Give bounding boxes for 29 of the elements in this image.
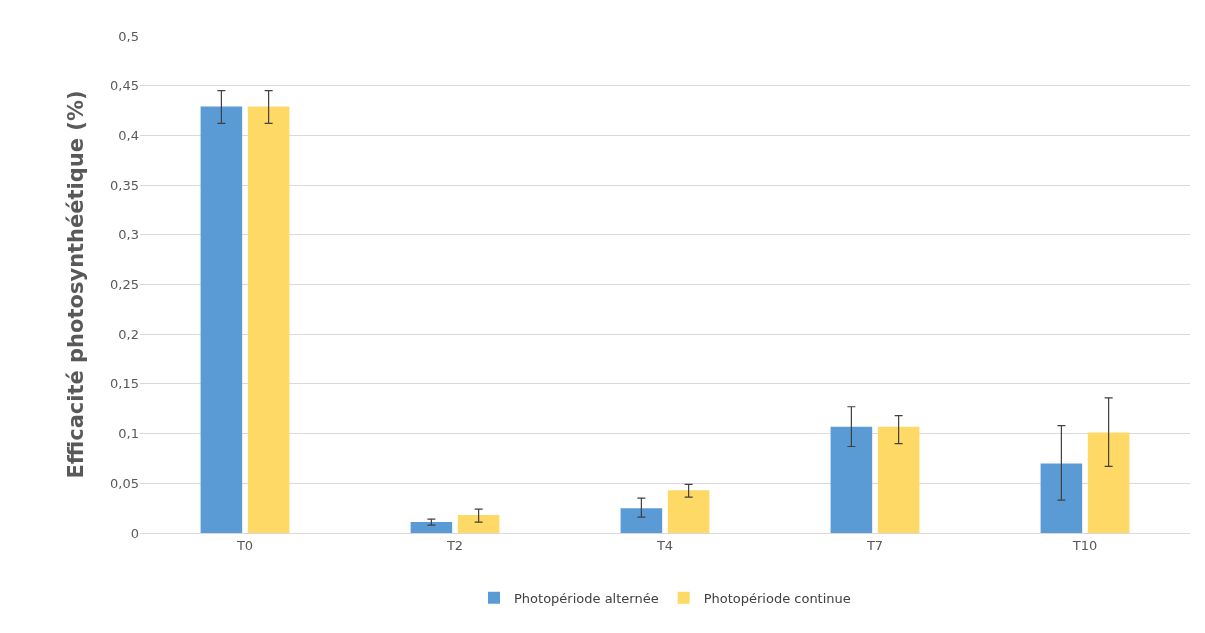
y-tick-label: 0,15 <box>110 376 139 392</box>
legend-label: Photopériode alternée <box>514 590 659 606</box>
bar <box>620 508 663 533</box>
bar <box>200 106 243 533</box>
y-tick-label: 0,3 <box>118 227 139 243</box>
bar <box>1040 463 1083 533</box>
y-tick-label: 0,4 <box>118 127 139 143</box>
x-tick-label: T7 <box>865 537 884 553</box>
x-tick-label: T0 <box>235 537 254 553</box>
legend-label: Photopériode continue <box>703 590 851 606</box>
bar <box>830 426 873 533</box>
y-tick-label: 0,1 <box>118 426 139 442</box>
y-tick-label: 0,05 <box>110 475 139 491</box>
bar <box>1087 432 1130 533</box>
y-tick-label: 0,5 <box>118 28 139 44</box>
y-axis-title: Efficacité photosynthéétique (%) <box>64 90 89 479</box>
y-tick-label: 0,25 <box>110 277 139 293</box>
y-tick-label: 0,45 <box>110 78 139 94</box>
y-tick-label: 0 <box>130 525 139 541</box>
bar <box>457 515 500 533</box>
x-tick-label: T2 <box>445 537 464 553</box>
bar <box>667 490 710 533</box>
bar <box>877 426 920 533</box>
bar <box>410 522 453 533</box>
x-tick-label: T10 <box>1071 537 1098 553</box>
y-tick-label: 0,2 <box>118 326 139 342</box>
y-tick-label: 0,35 <box>110 177 139 193</box>
x-tick-label: T4 <box>655 537 674 553</box>
bar <box>247 106 290 533</box>
